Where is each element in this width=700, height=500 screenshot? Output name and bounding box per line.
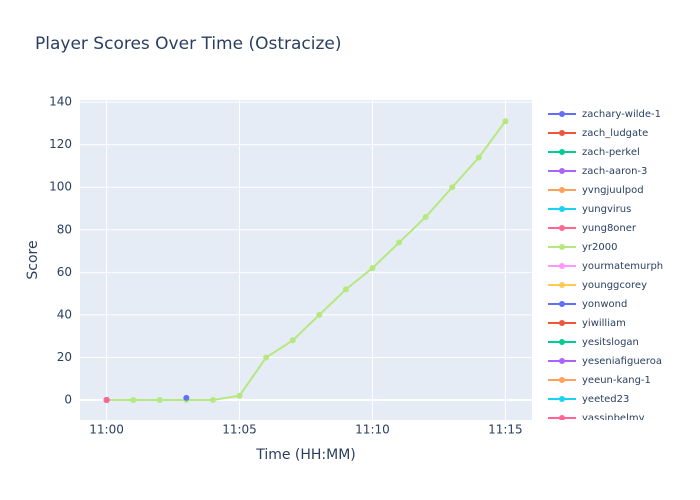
x-tick-label: 11:10	[355, 423, 390, 437]
y-tick-label: 120	[49, 137, 72, 151]
x-axis-title: Time (HH:MM)	[255, 447, 356, 463]
data-point	[369, 265, 376, 272]
legend-marker	[559, 358, 565, 364]
legend-marker	[559, 244, 565, 250]
legend-marker	[559, 187, 565, 193]
x-tick-label: 11:05	[222, 423, 257, 437]
data-point	[449, 184, 456, 191]
legend-marker	[559, 282, 565, 288]
data-point	[342, 286, 349, 293]
legend-label: yeeun-kang-1	[582, 375, 651, 386]
chart-title: Player Scores Over Time (Ostracize)	[35, 34, 342, 54]
legend-marker	[559, 225, 565, 231]
legend-marker	[559, 377, 565, 383]
y-tick-label: 60	[57, 265, 72, 279]
legend-label: zach-aaron-3	[582, 166, 647, 177]
legend-label: yungvirus	[582, 204, 631, 215]
legend-label: younggcorey	[582, 280, 647, 291]
y-tick-label: 20	[57, 350, 72, 364]
data-point	[236, 392, 243, 399]
data-point	[502, 118, 509, 125]
legend-marker	[559, 415, 565, 420]
legend-label: yeseniafigueroa	[582, 356, 662, 367]
legend-label: yvngjuulpod	[582, 185, 644, 196]
legend-marker	[559, 206, 565, 212]
data-point	[183, 394, 190, 401]
data-point	[103, 397, 110, 403]
y-tick-label: 40	[57, 307, 72, 321]
data-point	[475, 154, 482, 161]
data-point	[209, 397, 216, 403]
legend-label: yassinbelmy	[582, 413, 645, 424]
legend-marker	[559, 339, 565, 345]
data-point	[422, 214, 429, 221]
series-line	[106, 120, 507, 401]
legend-label: yesitslogan	[582, 337, 639, 348]
y-tick-label: 100	[49, 180, 72, 194]
x-tick-label: 11:15	[488, 423, 523, 437]
legend-marker	[559, 149, 565, 155]
legend-marker	[559, 263, 565, 269]
legend-marker	[559, 301, 565, 307]
legend-marker	[559, 320, 565, 326]
legend-label: yiwilliam	[582, 318, 626, 329]
x-tick-label: 11:00	[89, 423, 124, 437]
legend-marker	[559, 111, 565, 117]
data-point	[156, 397, 163, 403]
y-axis-title: Score	[25, 240, 41, 279]
legend-label: yung8oner	[582, 223, 637, 234]
legend-label: zach-perkel	[582, 147, 640, 158]
legend-label: yonwond	[582, 299, 627, 310]
data-point	[130, 397, 137, 403]
legend-marker	[559, 168, 565, 174]
legend-label: yourmatemurph	[582, 261, 663, 272]
y-tick-label: 0	[64, 393, 72, 407]
legend-marker	[559, 130, 565, 136]
legend-label: yeeted23	[582, 394, 629, 405]
legend-label: zachary-wilde-1	[582, 109, 661, 120]
y-tick-label: 140	[49, 95, 72, 109]
data-point	[396, 239, 403, 246]
y-tick-label: 80	[57, 222, 72, 236]
data-point	[263, 354, 270, 361]
legend-label: zach_ludgate	[582, 128, 648, 139]
legend-label: yr2000	[582, 242, 617, 253]
legend-marker	[559, 396, 565, 402]
plot-area	[80, 100, 532, 420]
data-point	[289, 337, 296, 344]
data-point	[316, 311, 323, 318]
